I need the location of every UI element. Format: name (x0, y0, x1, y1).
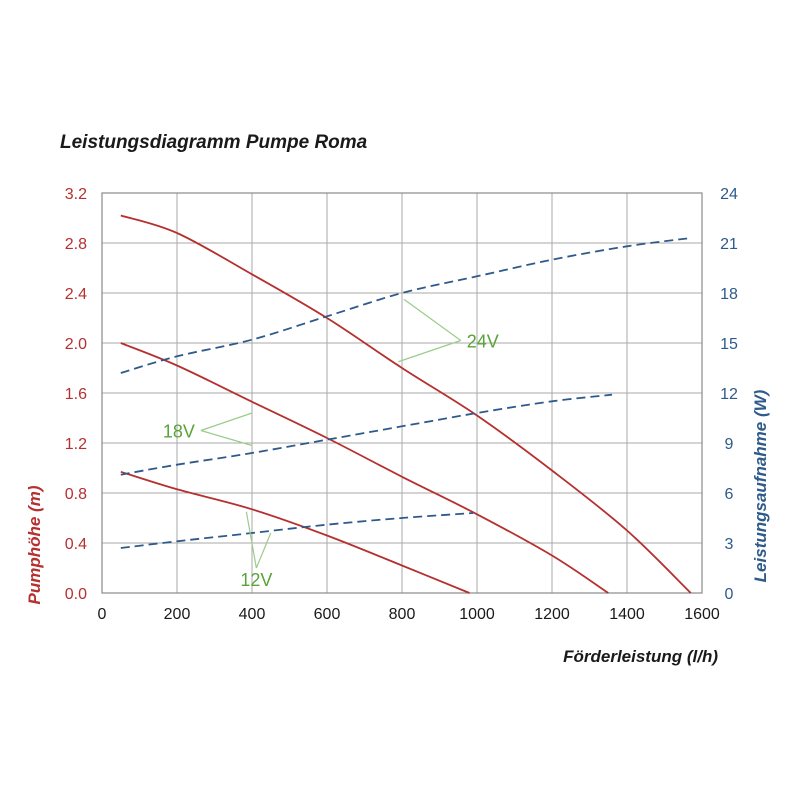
x-axis-label: Förderleistung (l/h) (563, 647, 718, 666)
y-right-tick-label: 24 (720, 186, 738, 203)
y-left-tick-label: 2.4 (65, 286, 87, 303)
x-tick-label: 600 (314, 606, 341, 623)
x-tick-label: 1000 (459, 606, 495, 623)
y-left-tick-label: 0.0 (65, 586, 87, 603)
y-left-tick-label: 2.0 (65, 336, 87, 353)
y-axis-right-ticks: 0 3 6 9 12 15 18 21 24 (720, 186, 738, 603)
series-layer (120, 214, 692, 594)
voltage-label-18v: 18V (163, 422, 195, 442)
y-left-tick-label: 2.8 (65, 236, 87, 253)
annotation-layer: 24V 18V 12V (163, 298, 499, 590)
y-right-tick-label: 18 (720, 286, 738, 303)
y-left-tick-label: 1.2 (65, 436, 87, 453)
voltage-leader-line (245, 511, 257, 569)
y-axis-left-label: Pumphöhe (m) (25, 485, 44, 604)
voltage-leader-line (403, 298, 462, 341)
y-right-tick-label: 3 (725, 536, 734, 553)
y-axis-right-label: Leistungsaufnahme (W) (751, 389, 770, 582)
x-axis-ticks: 0 200 400 600 800 1000 1200 1400 1600 (98, 606, 720, 623)
plot-frame (101, 192, 703, 594)
power-curve-5 (120, 512, 474, 549)
voltage-leader-line (255, 532, 272, 569)
plot-border (101, 192, 703, 594)
x-tick-label: 1400 (609, 606, 645, 623)
voltage-label-24v: 24V (467, 332, 499, 352)
voltage-leader-line (200, 412, 253, 432)
head-curve-0 (120, 214, 692, 594)
chart-title: Leistungsdiagramm Pumpe Roma (60, 132, 368, 153)
y-left-tick-label: 0.8 (65, 486, 87, 503)
y-right-tick-label: 9 (725, 436, 734, 453)
y-right-tick-label: 12 (720, 386, 738, 403)
voltage-leader-line (398, 339, 461, 363)
x-tick-label: 800 (389, 606, 416, 623)
x-tick-label: 400 (239, 606, 266, 623)
y-left-tick-label: 3.2 (65, 186, 87, 203)
y-right-tick-label: 6 (725, 486, 734, 503)
y-left-tick-label: 0.4 (65, 536, 87, 553)
head-curve-2 (120, 470, 470, 594)
x-tick-label: 1200 (534, 606, 570, 623)
x-tick-label: 0 (98, 606, 107, 623)
x-tick-label: 200 (164, 606, 191, 623)
y-right-tick-label: 15 (720, 336, 738, 353)
voltage-leader-line (200, 429, 253, 447)
power-curve-3 (120, 237, 691, 374)
y-right-tick-label: 0 (725, 586, 734, 603)
grid (101, 192, 703, 594)
y-right-tick-label: 21 (720, 236, 738, 253)
voltage-label-12v: 12V (240, 570, 272, 590)
y-axis-left-ticks: 0.0 0.4 0.8 1.2 1.6 2.0 2.4 2.8 3.2 (65, 186, 87, 603)
x-tick-label: 1600 (684, 606, 720, 623)
power-curve-4 (120, 393, 613, 476)
y-left-tick-label: 1.6 (65, 386, 87, 403)
head-curve-1 (120, 342, 609, 594)
